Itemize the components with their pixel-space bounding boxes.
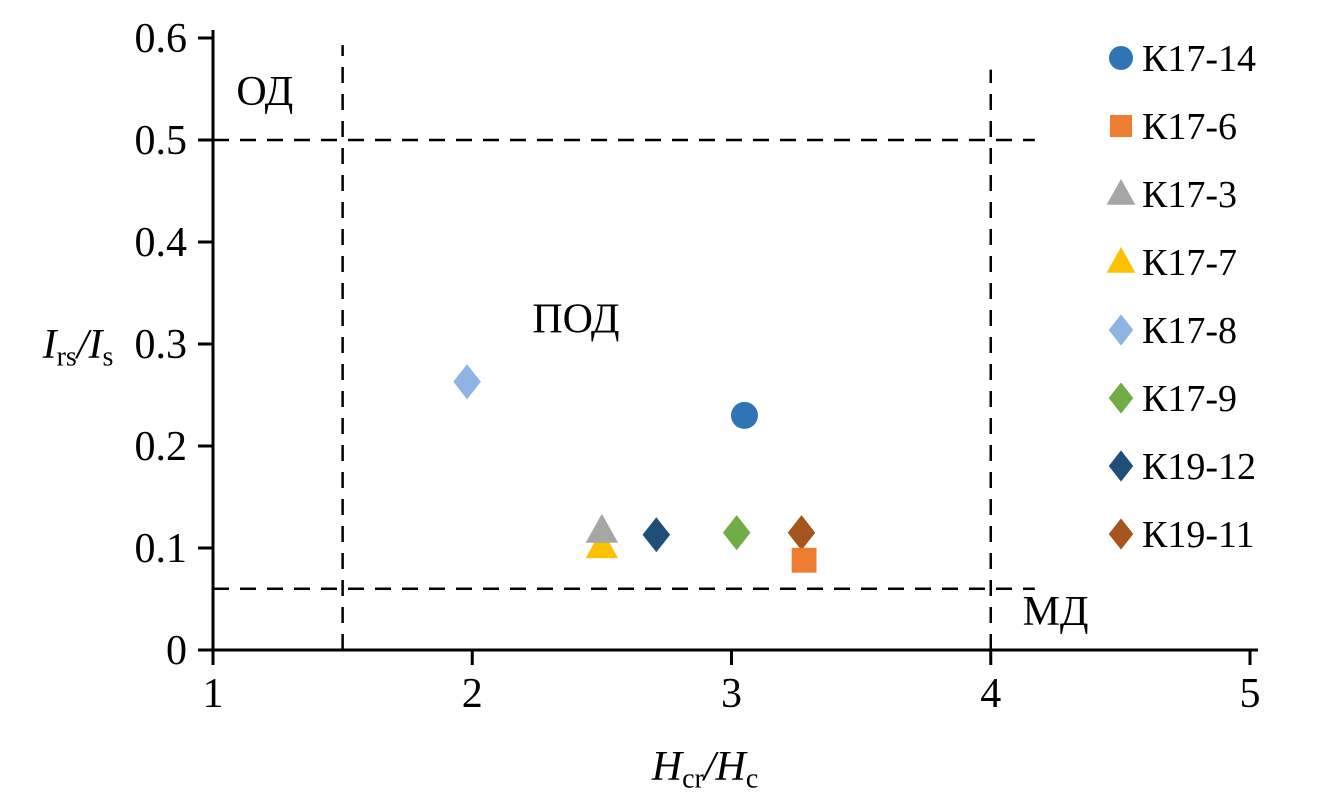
point-series-2 <box>585 513 619 543</box>
y-tick-label: 0.4 <box>135 220 188 266</box>
region-label-1: ПОД <box>532 296 619 342</box>
legend-item-1: К17-6 <box>1109 106 1237 148</box>
y-tick-label: 0 <box>166 628 187 674</box>
point-series-1 <box>791 547 817 573</box>
legend-label-1: К17-6 <box>1142 106 1237 148</box>
legend-item-2: К17-3 <box>1106 174 1237 216</box>
legend-item-7: К19-11 <box>1108 514 1255 556</box>
legend-label-5: К17-9 <box>1142 378 1237 420</box>
y-tick-label: 0.5 <box>135 118 188 164</box>
x-axis-label: Hcr/Hc <box>651 744 759 795</box>
point-series-5 <box>722 515 751 551</box>
region-label-2: МД <box>1023 589 1089 635</box>
x-tick-label: 3 <box>721 671 742 717</box>
x-tick-label: 5 <box>1240 671 1261 717</box>
legend-label-3: К17-7 <box>1142 242 1237 284</box>
y-tick-label: 0.2 <box>135 424 188 470</box>
point-series-6 <box>642 517 671 553</box>
legend-item-4: К17-8 <box>1108 310 1237 352</box>
x-tick-label: 4 <box>980 671 1001 717</box>
legend-label-4: К17-8 <box>1142 310 1237 352</box>
y-tick-label: 0.1 <box>135 526 188 572</box>
point-series-4 <box>453 364 481 400</box>
point-series-0 <box>730 401 758 429</box>
region-label-0: ОД <box>236 69 293 115</box>
point-series-3 <box>585 529 619 559</box>
legend-item-0: К17-14 <box>1109 38 1256 80</box>
legend-label-2: К17-3 <box>1142 174 1237 216</box>
y-axis-label: Irs/Is <box>42 322 114 373</box>
legend-label-7: К19-11 <box>1142 514 1255 556</box>
y-tick-label: 0.3 <box>135 322 188 368</box>
legend-item-3: К17-7 <box>1106 242 1237 284</box>
point-series-7 <box>787 515 816 551</box>
legend-item-6: К19-12 <box>1108 446 1256 488</box>
y-tick-label: 0.6 <box>135 16 188 62</box>
legend-item-5: К17-9 <box>1108 378 1237 420</box>
legend-label-0: К17-14 <box>1142 38 1256 80</box>
x-tick-label: 1 <box>203 671 224 717</box>
legend-label-6: К19-12 <box>1142 446 1256 488</box>
x-tick-label: 2 <box>462 671 483 717</box>
